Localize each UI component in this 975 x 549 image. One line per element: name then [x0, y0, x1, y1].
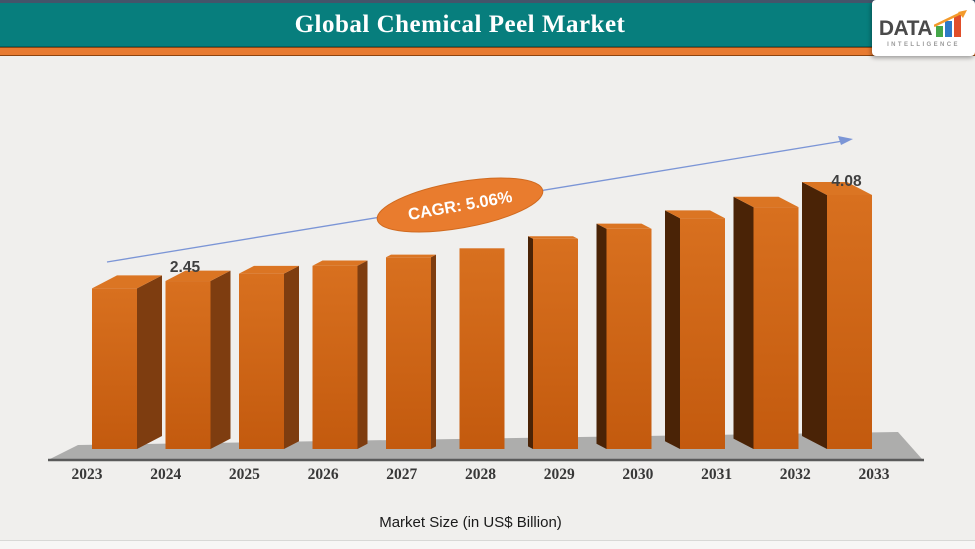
- logo-bar-3: [954, 14, 962, 37]
- logo-row: DATA: [879, 9, 968, 39]
- logo-bar-1: [936, 25, 944, 37]
- logo-bar-group: [934, 9, 968, 37]
- x-tick-2031: 2031: [701, 466, 732, 483]
- x-tick-2024: 2024: [150, 466, 181, 483]
- x-tick-2033: 2033: [859, 466, 890, 483]
- bottom-strip: [0, 540, 975, 549]
- bar-2028: [459, 248, 505, 449]
- brand-logo: DATA INTELLIGENCE: [872, 0, 975, 56]
- x-tick-2026: 2026: [308, 466, 339, 483]
- cagr-badge: CAGR: 5.06%: [376, 177, 544, 233]
- x-tick-2032: 2032: [780, 466, 811, 483]
- logo-bars-icon: [934, 9, 968, 37]
- x-tick-2025: 2025: [229, 466, 260, 483]
- bar-2026: [312, 260, 368, 449]
- logo-arrow-icon: [958, 9, 968, 18]
- page-title: Global Chemical Peel Market: [294, 10, 626, 38]
- bar-2032: [733, 196, 799, 449]
- logo-subtitle: INTELLIGENCE: [887, 41, 960, 48]
- bar-2027: [386, 254, 436, 449]
- top-border: [0, 0, 975, 3]
- axis-caption: Market Size (in US$ Billion): [379, 514, 562, 531]
- x-tick-2029: 2029: [544, 466, 575, 483]
- bar-2029: [528, 236, 578, 449]
- data-label-2024: 2.45: [170, 259, 201, 276]
- x-tick-2023: 2023: [72, 466, 103, 483]
- bar-2031: [665, 210, 725, 449]
- logo-bar-2: [945, 20, 953, 37]
- header-accent-strip: [0, 47, 975, 56]
- header-bar: Global Chemical Peel Market: [0, 3, 975, 47]
- bar-2030: [596, 223, 652, 449]
- x-tick-2028: 2028: [465, 466, 496, 483]
- bar-2033: [802, 181, 872, 449]
- bar-2023: [92, 275, 162, 449]
- data-label-2033: 4.08: [831, 173, 862, 190]
- bar-2025: [239, 265, 299, 449]
- bar-2024: [165, 270, 231, 449]
- logo-brand-text: DATA: [878, 16, 933, 40]
- x-tick-2027: 2027: [386, 466, 417, 483]
- x-tick-2030: 2030: [622, 466, 653, 483]
- chart-root: 2023 2024 2025 2026 2027 2028 2029 2030 2031 2032…: [48, 136, 924, 483]
